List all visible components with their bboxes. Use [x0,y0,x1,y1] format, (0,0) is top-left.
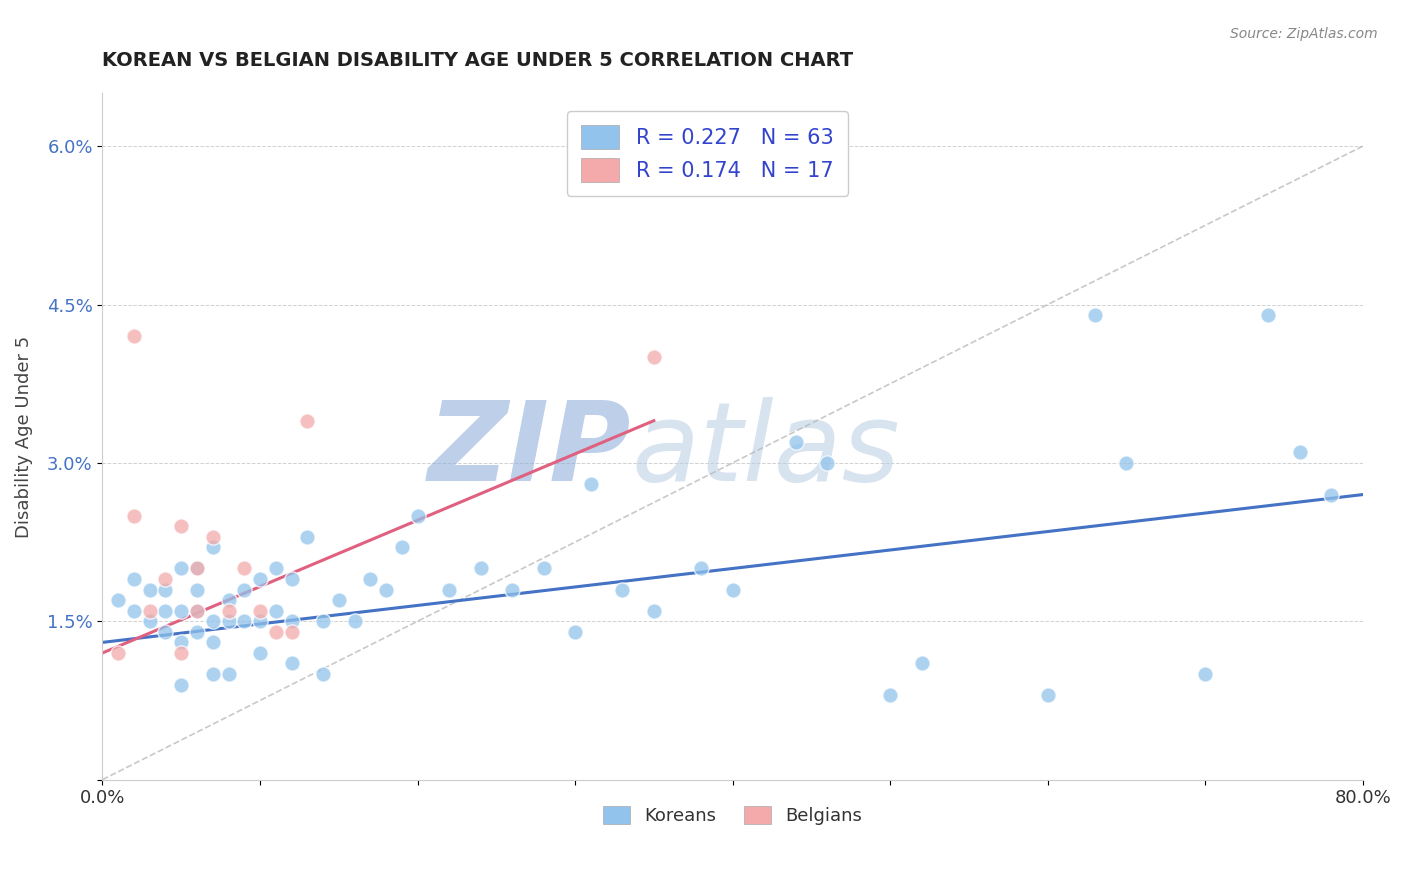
Point [1115,456,1137,470]
Point [201,635,224,649]
Point [297,530,319,544]
Point [264,624,287,639]
Point [533,561,555,575]
Point [186,604,208,618]
Point [186,561,208,575]
Point [643,604,665,618]
Point [249,614,271,628]
Text: Source: ZipAtlas.com: Source: ZipAtlas.com [1230,27,1378,41]
Point [501,582,523,597]
Point [690,561,713,575]
Point [280,572,302,586]
Point [1036,688,1059,702]
Point [186,604,208,618]
Point [280,614,302,628]
Point [233,561,256,575]
Point [264,604,287,618]
Point [233,582,256,597]
Point [359,572,381,586]
Point [186,582,208,597]
Point [201,530,224,544]
Point [406,508,429,523]
Point [233,614,256,628]
Point [879,688,901,702]
Point [155,572,177,586]
Point [218,614,240,628]
Point [343,614,366,628]
Point [249,646,271,660]
Point [170,519,193,533]
Point [470,561,492,575]
Point [612,582,634,597]
Point [139,582,162,597]
Point [155,624,177,639]
Point [122,604,145,618]
Point [186,561,208,575]
Point [249,604,271,618]
Point [122,508,145,523]
Point [201,614,224,628]
Point [579,477,602,491]
Point [170,635,193,649]
Point [280,657,302,671]
Y-axis label: Disability Age Under 5: Disability Age Under 5 [15,335,32,538]
Point [643,351,665,365]
Point [312,667,335,681]
Point [721,582,744,597]
Point [186,624,208,639]
Point [297,414,319,428]
Point [170,677,193,691]
Point [218,604,240,618]
Point [280,624,302,639]
Point [328,593,350,607]
Point [218,593,240,607]
Point [312,614,335,628]
Point [564,624,586,639]
Point [107,593,129,607]
Point [910,657,932,671]
Point [139,604,162,618]
Point [437,582,460,597]
Point [155,604,177,618]
Point [170,561,193,575]
Point [391,541,413,555]
Point [249,572,271,586]
Point [122,572,145,586]
Point [785,434,807,449]
Text: atlas: atlas [631,397,900,504]
Point [201,667,224,681]
Point [264,561,287,575]
Point [107,646,129,660]
Legend: Koreans, Belgians: Koreans, Belgians [596,798,869,832]
Point [139,614,162,628]
Point [218,667,240,681]
Point [1257,308,1279,322]
Point [1194,667,1216,681]
Point [1320,487,1343,501]
Point [1288,445,1310,459]
Point [170,646,193,660]
Point [201,541,224,555]
Point [122,329,145,343]
Point [375,582,398,597]
Text: ZIP: ZIP [429,397,631,504]
Point [815,456,838,470]
Point [1084,308,1107,322]
Point [155,582,177,597]
Point [170,604,193,618]
Text: KOREAN VS BELGIAN DISABILITY AGE UNDER 5 CORRELATION CHART: KOREAN VS BELGIAN DISABILITY AGE UNDER 5… [103,51,853,70]
